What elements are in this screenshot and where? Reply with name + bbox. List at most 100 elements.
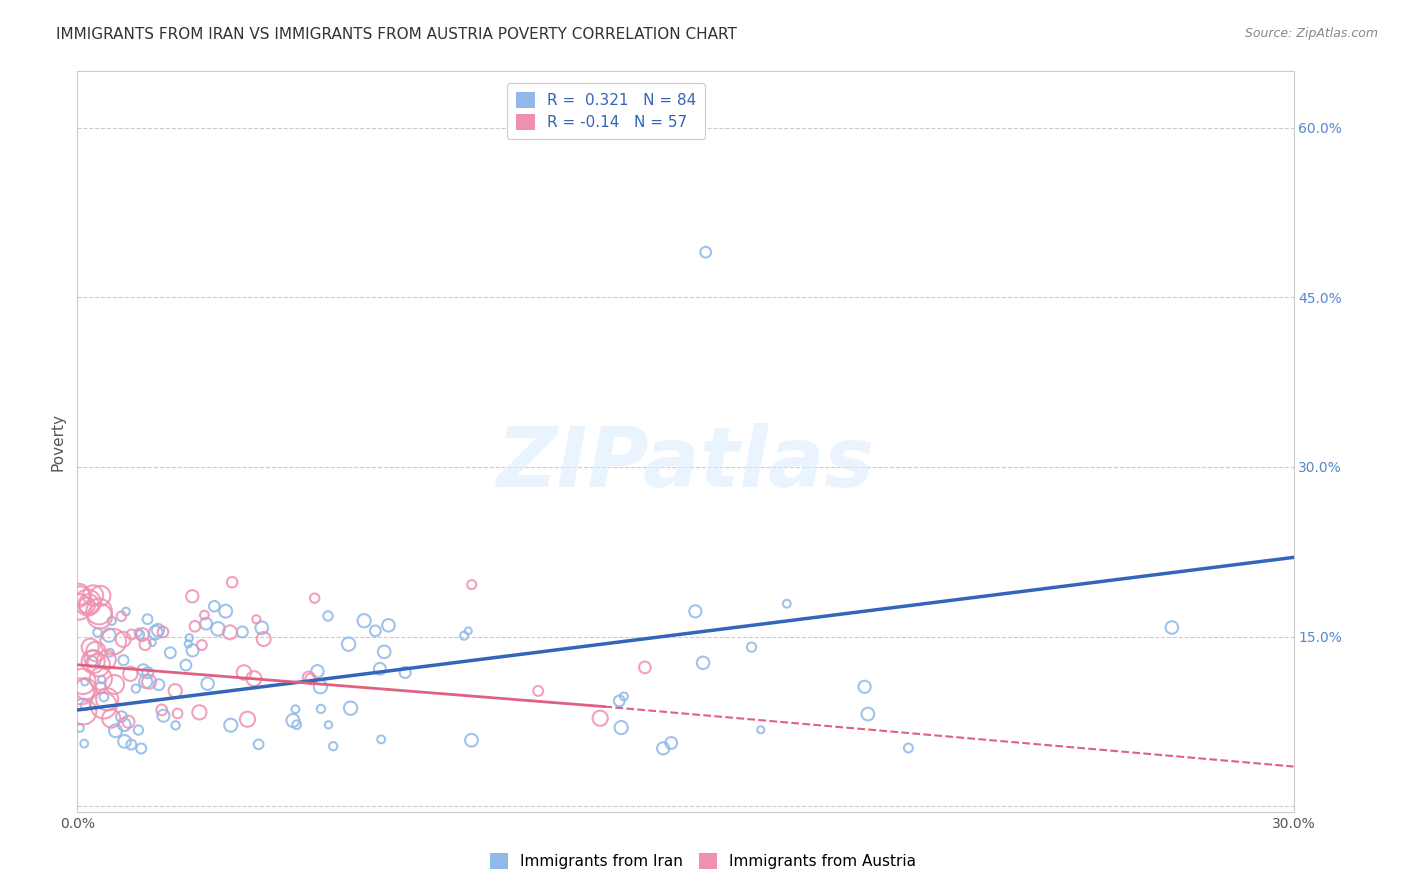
Point	[297, 670, 319, 684]
Point	[110, 709, 132, 723]
Text: ZIPatlas: ZIPatlas	[496, 423, 875, 504]
Point	[219, 625, 242, 640]
Point	[115, 605, 138, 619]
Point	[96, 653, 118, 667]
Point	[135, 674, 157, 689]
Point	[150, 703, 173, 717]
Point	[377, 618, 399, 632]
Point	[69, 721, 91, 735]
Point	[128, 627, 150, 641]
Point	[75, 698, 97, 713]
Point	[146, 623, 169, 637]
Point	[177, 637, 200, 651]
Point	[195, 616, 218, 631]
Point	[82, 655, 104, 669]
Point	[610, 721, 633, 735]
Point	[231, 624, 253, 639]
Point	[100, 614, 122, 628]
Point	[77, 597, 100, 611]
Point	[364, 624, 387, 638]
Point	[152, 708, 174, 723]
Point	[307, 665, 329, 679]
Point	[87, 658, 110, 673]
Point	[236, 712, 259, 726]
Point	[207, 622, 229, 636]
Point	[138, 674, 160, 689]
Point	[93, 698, 115, 713]
Point	[104, 723, 127, 738]
Point	[76, 595, 98, 609]
Point	[1161, 620, 1184, 634]
Point	[197, 676, 219, 690]
Point	[309, 680, 332, 694]
Point	[165, 683, 187, 698]
Point	[131, 627, 153, 641]
Point	[152, 625, 174, 640]
Point	[692, 656, 714, 670]
Point	[112, 632, 135, 647]
Point	[695, 245, 717, 260]
Point	[89, 589, 111, 603]
Point	[112, 717, 135, 731]
Point	[634, 660, 657, 674]
Point	[145, 625, 167, 640]
Legend: R =  0.321   N = 84, R = -0.14   N = 57: R = 0.321 N = 84, R = -0.14 N = 57	[508, 83, 706, 139]
Text: IMMIGRANTS FROM IRAN VS IMMIGRANTS FROM AUSTRIA POVERTY CORRELATION CHART: IMMIGRANTS FROM IRAN VS IMMIGRANTS FROM …	[56, 27, 737, 42]
Point	[136, 612, 159, 626]
Point	[368, 662, 391, 676]
Point	[70, 684, 93, 698]
Point	[184, 619, 207, 633]
Point	[193, 608, 215, 623]
Legend: Immigrants from Iran, Immigrants from Austria: Immigrants from Iran, Immigrants from Au…	[484, 847, 922, 875]
Point	[339, 701, 361, 715]
Point	[215, 604, 238, 618]
Point	[607, 694, 630, 708]
Point	[659, 736, 682, 750]
Point	[299, 672, 322, 686]
Point	[245, 612, 267, 626]
Point	[373, 645, 395, 659]
Point	[589, 711, 612, 725]
Point	[69, 589, 91, 603]
Point	[221, 575, 243, 590]
Point	[114, 734, 136, 748]
Text: Source: ZipAtlas.com: Source: ZipAtlas.com	[1244, 27, 1378, 40]
Point	[613, 690, 636, 704]
Point	[132, 663, 155, 677]
Point	[316, 609, 339, 624]
Point	[79, 640, 101, 655]
Point	[93, 690, 115, 704]
Point	[527, 684, 550, 698]
Point	[776, 597, 799, 611]
Point	[136, 665, 159, 680]
Point	[461, 577, 484, 591]
Point	[120, 738, 142, 752]
Point	[86, 625, 108, 640]
Y-axis label: Poverty: Poverty	[51, 412, 66, 471]
Point	[73, 674, 96, 689]
Point	[370, 732, 392, 747]
Point	[98, 646, 121, 660]
Point	[219, 718, 242, 732]
Point	[281, 714, 304, 728]
Point	[90, 673, 112, 687]
Point	[127, 723, 149, 737]
Point	[90, 681, 112, 695]
Point	[460, 733, 482, 747]
Point	[353, 614, 375, 628]
Point	[250, 621, 273, 635]
Point	[233, 665, 256, 680]
Point	[856, 707, 879, 722]
Point	[101, 634, 124, 648]
Point	[453, 629, 475, 643]
Point	[285, 717, 308, 731]
Point	[87, 605, 110, 619]
Point	[67, 599, 90, 614]
Point	[652, 741, 675, 756]
Point	[853, 680, 876, 694]
Point	[457, 624, 479, 638]
Point	[82, 588, 104, 602]
Point	[181, 643, 204, 657]
Point	[749, 723, 772, 737]
Point	[112, 653, 135, 667]
